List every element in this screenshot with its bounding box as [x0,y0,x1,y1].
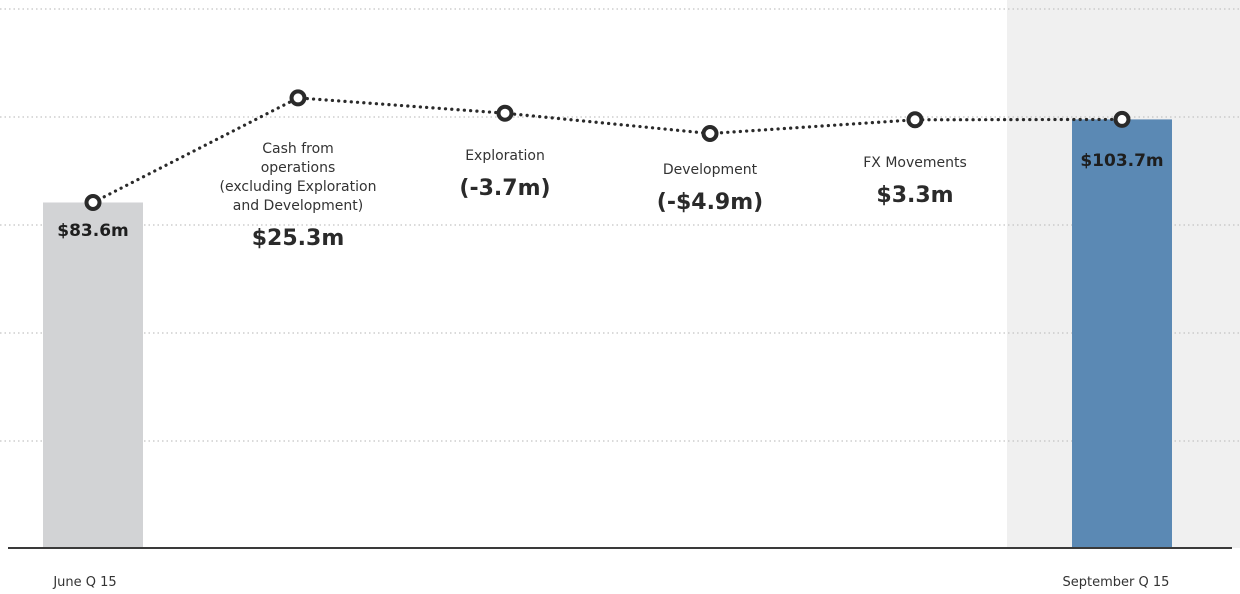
step-label-0-line-2: (excluding Exploration [220,179,377,195]
step-label-3-line-0: FX Movements [863,155,967,171]
cumulative-marker-5 [1113,110,1131,128]
cumulative-marker-1 [289,89,307,107]
cumulative-markers [84,89,1131,211]
step-value-3: $3.3m [876,183,953,208]
data-labels: $83.6m $103.7m Cash from operations (excludi… [52,141,1169,590]
bar-start [43,202,143,548]
cumulative-connector-line [91,96,1124,205]
start-value-label: $83.6m [57,221,129,241]
step-value-1: (-3.7m) [459,176,550,201]
step-label-1-line-0: Exploration [465,148,545,164]
step-label-0-line-0: Cash from [262,141,334,157]
step-label-0-line-3: and Development) [233,198,364,214]
x-tick-end: September Q 15 [1063,575,1170,590]
step-value-2: (-$4.9m) [657,190,763,215]
step-label-2-line-0: Development [663,162,758,178]
cumulative-marker-4 [906,111,924,129]
step-label-0-line-1: operations [261,160,336,176]
cumulative-marker-0 [84,194,102,211]
cumulative-marker-2 [496,104,514,122]
bar-end [1072,119,1172,548]
bars [43,119,1172,548]
cumulative-marker-3 [701,125,719,142]
step-value-0: $25.3m [252,226,345,251]
end-value-label: $103.7m [1080,151,1163,171]
x-tick-start: June Q 15 [52,575,116,590]
